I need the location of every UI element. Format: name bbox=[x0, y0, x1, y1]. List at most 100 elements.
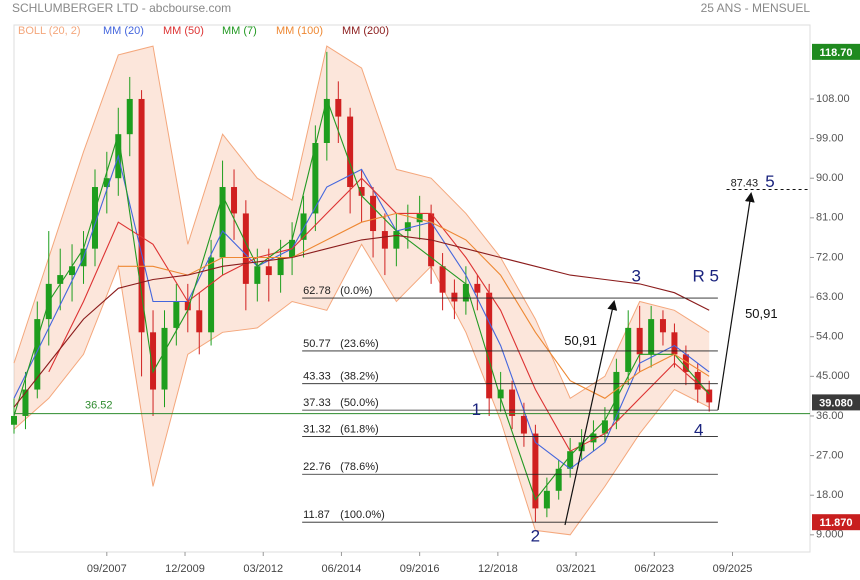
candle-body bbox=[671, 332, 678, 355]
annotation: 2 bbox=[531, 527, 540, 546]
candle-body bbox=[312, 142, 319, 214]
candle-body bbox=[636, 327, 643, 355]
candle-body bbox=[22, 389, 29, 416]
bollinger-fill bbox=[14, 46, 710, 535]
y-tick-label: 36.00 bbox=[816, 410, 844, 422]
candle-body bbox=[150, 332, 157, 390]
price-marker bbox=[812, 43, 860, 60]
y-tick-label: 90.00 bbox=[816, 172, 844, 184]
candle-body bbox=[451, 292, 458, 302]
candle-body bbox=[184, 301, 191, 311]
y-tick-label: 27.00 bbox=[816, 449, 844, 461]
x-tick-label: 06/2023 bbox=[634, 563, 674, 575]
candle-body bbox=[625, 327, 632, 372]
annotation: 4 bbox=[694, 420, 703, 439]
chart-title: SCHLUMBERGER LTD - abcbourse.com bbox=[12, 1, 231, 15]
candle-body bbox=[219, 187, 226, 258]
candle-body bbox=[659, 319, 666, 333]
candle-body bbox=[706, 389, 713, 403]
bollinger-lower bbox=[13, 243, 710, 536]
candle-body bbox=[439, 266, 446, 293]
y-tick-label: 63.00 bbox=[816, 291, 844, 303]
fib-percent: (61.8%) bbox=[340, 423, 379, 435]
x-tick-label: 09/2016 bbox=[400, 563, 440, 575]
y-tick-label: 81.00 bbox=[816, 212, 844, 224]
candle-body bbox=[161, 327, 168, 390]
chart-subtitle: 25 ANS - MENSUEL bbox=[701, 1, 811, 15]
fib-value: 31.32 bbox=[303, 423, 331, 435]
annotation: 50,91 bbox=[745, 306, 778, 321]
annotation: 50,91 bbox=[564, 333, 597, 348]
annotation: 3 bbox=[631, 266, 640, 285]
candle-body bbox=[323, 98, 330, 143]
moving-average bbox=[13, 154, 710, 470]
price-marker-label: 39.080 bbox=[819, 397, 853, 409]
y-tick-label: 18.00 bbox=[816, 489, 844, 501]
candle-body bbox=[555, 468, 562, 491]
candle-body bbox=[381, 231, 388, 249]
candle-body bbox=[358, 187, 365, 196]
support-label: 36.52 bbox=[85, 400, 113, 412]
candle-body bbox=[682, 354, 689, 372]
candle-body bbox=[265, 266, 272, 276]
moving-average bbox=[13, 97, 710, 501]
price-marker-label: 11.870 bbox=[819, 517, 852, 529]
candle-body bbox=[486, 292, 493, 399]
x-tick-label: 03/2021 bbox=[556, 563, 596, 575]
candle-body bbox=[126, 98, 133, 135]
candle-body bbox=[103, 178, 110, 188]
candle-body bbox=[590, 433, 597, 443]
candle-body bbox=[497, 389, 504, 399]
x-tick-label: 09/2025 bbox=[713, 563, 753, 575]
candle-body bbox=[520, 415, 527, 434]
target-label: 87.43 bbox=[731, 177, 759, 189]
y-tick-label: 9.000 bbox=[816, 529, 844, 541]
candle-body bbox=[277, 257, 284, 276]
fib-percent: (38.2%) bbox=[340, 371, 379, 383]
legend-entry: MM (7) bbox=[222, 25, 257, 37]
fib-value: 22.76 bbox=[303, 461, 331, 473]
candle-body bbox=[196, 310, 203, 333]
moving-average bbox=[13, 234, 710, 408]
y-tick-label: 45.000 bbox=[816, 370, 850, 382]
candle-body bbox=[57, 275, 64, 284]
candle-body bbox=[335, 98, 342, 117]
candle-body bbox=[300, 213, 307, 240]
wave-arrow bbox=[717, 192, 755, 411]
price-marker bbox=[812, 514, 860, 531]
candle-body bbox=[370, 195, 377, 232]
candle-body bbox=[34, 319, 41, 390]
candle-body bbox=[254, 266, 261, 284]
candle-body bbox=[648, 319, 655, 355]
annotation: 5 bbox=[765, 172, 774, 191]
candle-body bbox=[543, 490, 550, 509]
legend-entry: MM (20) bbox=[103, 25, 144, 37]
candle-body bbox=[91, 187, 98, 249]
candle-body bbox=[208, 257, 215, 333]
x-tick-label: 09/2007 bbox=[87, 563, 127, 575]
candle-body bbox=[393, 231, 400, 249]
price-marker-label: 118.70 bbox=[819, 47, 852, 59]
legend-entry: BOLL (20, 2) bbox=[18, 25, 81, 37]
candle-body bbox=[404, 222, 411, 232]
x-tick-label: 12/2009 bbox=[165, 563, 205, 575]
moving-average bbox=[118, 212, 710, 399]
price-marker bbox=[812, 394, 860, 411]
fib-value: 11.87 bbox=[303, 509, 330, 521]
fib-percent: (50.0%) bbox=[340, 397, 379, 409]
fib-value: 37.33 bbox=[303, 397, 331, 409]
candle-body bbox=[567, 451, 574, 469]
x-tick-label: 03/2012 bbox=[243, 563, 283, 575]
y-tick-label: 99.00 bbox=[816, 132, 844, 144]
candle-body bbox=[138, 98, 145, 333]
candle-body bbox=[69, 266, 76, 276]
annotation: 1 bbox=[472, 400, 481, 419]
y-tick-label: 54.00 bbox=[816, 331, 844, 343]
fib-percent: (23.6%) bbox=[340, 338, 379, 350]
legend-entry: MM (200) bbox=[342, 25, 389, 37]
overlay-layer: 62.78 (0.0%) 50.77 (23.6%) 43.33 (38.2%) 37.33… bbox=[14, 172, 810, 546]
candle-body bbox=[462, 283, 469, 302]
annotation: R 5 bbox=[692, 266, 718, 285]
fib-value: 43.33 bbox=[303, 371, 331, 383]
